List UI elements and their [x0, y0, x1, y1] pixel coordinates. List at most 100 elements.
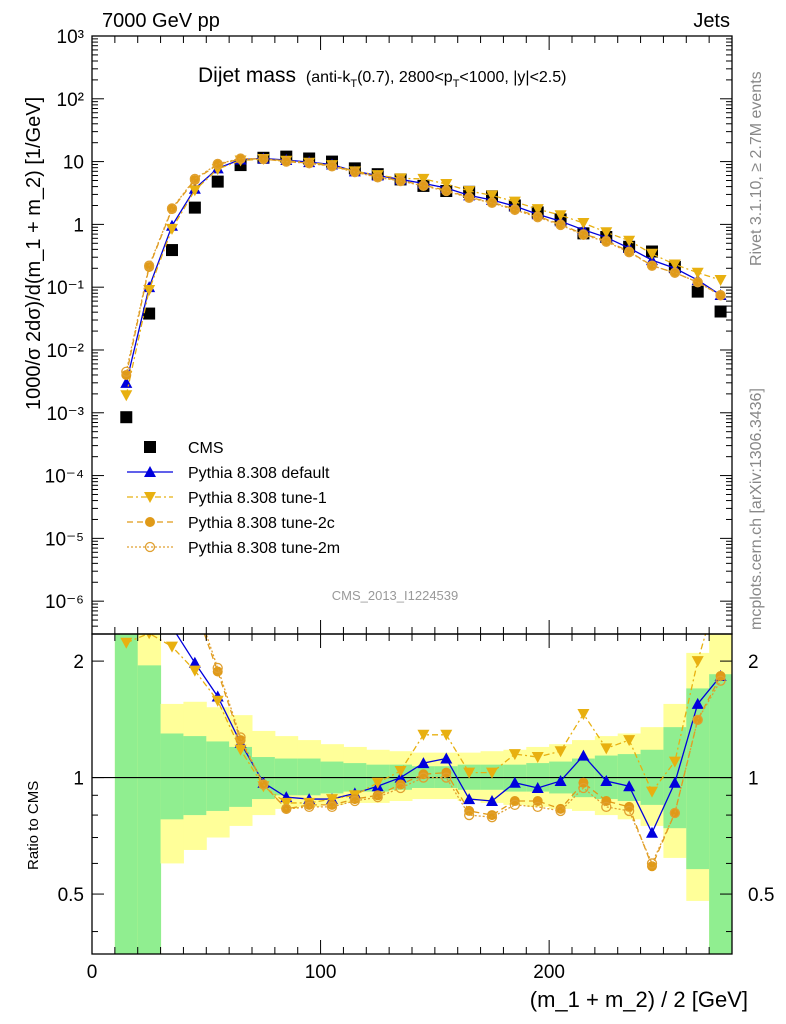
- pythia-8-308-tune-1-point: [120, 390, 133, 402]
- pythia-8-308-tune-2c-point: [418, 180, 429, 191]
- pythia-8-308-tune-1-ratio-point: [600, 743, 613, 755]
- pythia-8-308-default-point: [120, 376, 133, 388]
- xlabel: (m_1 + m_2) / 2 [GeV]: [530, 987, 748, 1012]
- pythia-8-308-tune-1-ratio-point: [577, 708, 590, 720]
- cms-point: [691, 285, 704, 298]
- pythia-8-308-tune-2c-point: [487, 197, 497, 208]
- pythia-8-308-tune-1-ratio-point: [166, 641, 178, 653]
- pythia-8-308-default-ratio-point: [120, 561, 132, 572]
- bottom-y-tick-label: 0.5: [58, 885, 84, 906]
- cms-point: [714, 305, 727, 318]
- pythia-8-308-tune-2m-ratio-point: [349, 795, 361, 807]
- title-note-a: (anti-k: [306, 69, 351, 86]
- pythia-8-308-tune-1-point: [143, 285, 156, 297]
- chart-title: Dijet mass (anti-kT(0.7), 2800<pT<1000, …: [198, 64, 566, 90]
- title-note-sub1: T: [350, 78, 357, 90]
- pythia-8-308-tune-2m-point: [303, 158, 315, 169]
- pythia-8-308-tune-2m-ratio-point: [372, 792, 383, 803]
- pythia-8-308-default-ratio-point: [531, 781, 544, 793]
- pythia-8-308-tune-2m-point: [166, 203, 178, 214]
- pythia-8-308-tune-2m-point: [532, 212, 543, 223]
- uncertainty-band-inner: [114, 634, 139, 954]
- pythia-8-308-tune-2m-point: [555, 219, 566, 231]
- pythia-8-308-tune-1-ratio-point: [280, 797, 293, 809]
- pythia-8-308-tune-2m-point: [441, 185, 452, 197]
- legend-label-cms: CMS: [188, 440, 224, 457]
- pythia-8-308-tune-1-line: [125, 158, 721, 396]
- pythia-8-308-tune-2m-ratio-point: [532, 801, 543, 813]
- cms-point: [166, 244, 178, 257]
- pythia-8-308-tune-2m-point: [486, 197, 498, 209]
- bottom-y-tick-label-right: 2: [748, 652, 759, 673]
- pythia-8-308-default-ratio-point: [143, 611, 155, 622]
- pythia-8-308-tune-1-point: [554, 210, 567, 222]
- pythia-8-308-tune-1-ratio-point: [486, 767, 498, 779]
- pythia-8-308-tune-2m-ratio-point: [303, 801, 315, 813]
- pythia-8-308-tune-1-ratio-point: [326, 794, 338, 806]
- pythia-8-308-tune-2c-ratio-point: [167, 520, 177, 530]
- cms-point: [143, 307, 156, 320]
- bottom-y-tick-label-right: 0.5: [748, 885, 774, 906]
- pythia-8-308-tune-2c-point: [235, 153, 246, 164]
- legend-marker-pythia-8-308-tune-1: [144, 492, 156, 503]
- legend-marker-pythia-8-308-tune-2c: [145, 517, 155, 527]
- pythia-8-308-tune-2m-point: [715, 290, 726, 301]
- pythia-8-308-tune-1-point: [668, 259, 681, 271]
- pythia-8-308-tune-2c-point: [121, 369, 132, 380]
- pythia-8-308-default-ratio-point: [417, 757, 430, 769]
- pythia-8-308-tune-2m-ratio-point: [486, 812, 498, 823]
- pythia-8-308-default-ratio-point: [668, 776, 681, 788]
- header-left: 7000 GeV pp: [102, 10, 220, 32]
- bottom-y-tick-label-right: 1: [748, 769, 759, 790]
- pythia-8-308-tune-2m-point: [669, 267, 681, 278]
- pythia-8-308-tune-1-ratio-point: [531, 752, 544, 764]
- pythia-8-308-tune-2c-point: [692, 277, 703, 288]
- top-y-tick-label: 10³: [57, 27, 84, 48]
- pythia-8-308-tune-1-point: [714, 275, 727, 287]
- pythia-8-308-tune-1-point: [417, 173, 430, 185]
- pythia-8-308-default-ratio-point: [577, 749, 590, 761]
- pythia-8-308-tune-1-ratio-point: [715, 577, 727, 588]
- top-y-tick-label: 10⁻⁴: [45, 467, 84, 488]
- pythia-8-308-default-ratio-point: [188, 656, 201, 668]
- pythia-8-308-tune-2m-ratio-point: [578, 782, 589, 794]
- pythia-8-308-tune-1-ratio-point: [211, 695, 224, 707]
- pythia-8-308-default-ratio-point: [623, 780, 636, 792]
- pythia-8-308-tune-2m-ratio-point: [212, 662, 223, 674]
- pythia-8-308-tune-1-point: [623, 235, 636, 247]
- pythia-8-308-default-ratio-point: [508, 776, 521, 788]
- pythia-8-308-tune-2m-point: [692, 277, 703, 288]
- legend-label-pythia-8-308-tune-1: Pythia 8.308 tune-1: [188, 490, 327, 507]
- pythia-8-308-default-ratio-point: [166, 621, 178, 632]
- uncertainty-band-inner: [206, 741, 230, 811]
- pythia-8-308-tune-2c-point: [647, 260, 657, 271]
- pythia-8-308-tune-2m-ratio-point: [441, 772, 452, 783]
- pythia-8-308-tune-2c-line: [125, 158, 721, 376]
- uncertainty-band-inner: [274, 758, 299, 796]
- pythia-8-308-default-line: [125, 157, 721, 383]
- cms-point: [211, 175, 224, 188]
- pythia-8-308-tune-2c-ratio-point: [258, 779, 269, 790]
- pythia-8-308-tune-2m-ratio-point: [623, 805, 635, 817]
- pythia-8-308-tune-2m-point: [578, 229, 589, 241]
- legend-marker-cms: [144, 441, 156, 453]
- uncertainty-band-inner: [297, 758, 322, 796]
- pythia-8-308-tune-2m-point: [212, 158, 223, 170]
- pythia-8-308-tune-2m-point: [235, 153, 246, 164]
- top-y-tick-label: 10⁻³: [47, 404, 85, 425]
- pythia-8-308-tune-1-ratio-point: [691, 656, 704, 668]
- legend-label-pythia-8-308-tune-2c: Pythia 8.308 tune-2c: [188, 515, 335, 532]
- pythia-8-308-tune-1-ratio-point: [623, 735, 636, 747]
- pythia-8-308-tune-2m-ratio-point: [692, 714, 703, 725]
- pythia-8-308-tune-2m-point: [418, 180, 429, 192]
- pythia-8-308-tune-2m-point: [189, 173, 201, 185]
- pythia-8-308-tune-2c-ratio-point: [121, 513, 131, 523]
- pythia-8-308-tune-2c-point: [669, 267, 680, 278]
- pythia-8-308-tune-1-point: [463, 186, 476, 198]
- pythia-8-308-tune-2m-ratio-point: [669, 807, 681, 819]
- pythia-8-308-tune-2m-ratio-point: [395, 782, 406, 794]
- pythia-8-308-tune-2m-point: [509, 204, 521, 216]
- pythia-8-308-default-ratio-point: [554, 774, 567, 786]
- pythia-8-308-tune-2m-ratio-point: [555, 805, 566, 817]
